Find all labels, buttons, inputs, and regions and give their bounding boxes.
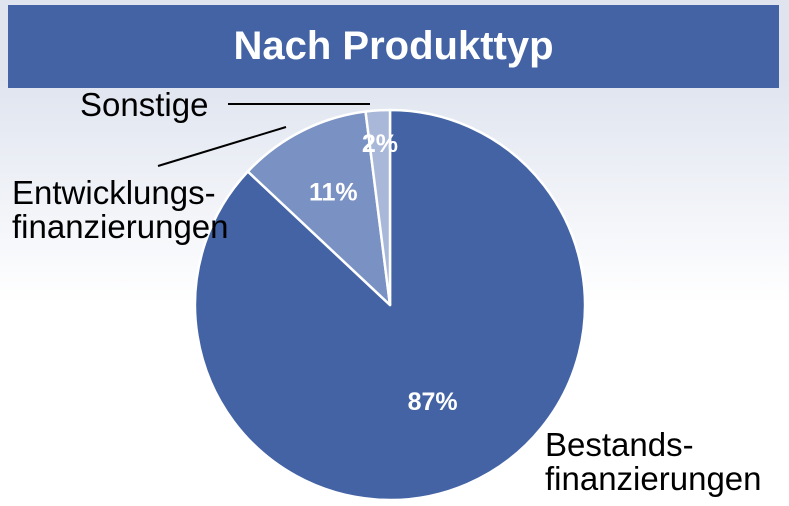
category-label: Entwicklungs- finanzierungen (12, 174, 229, 245)
pie-slice (246, 110, 392, 307)
category-label: Bestands- finanzierungen (545, 426, 762, 497)
leader-line (157, 126, 287, 167)
chart-title: Nach Produkttyp (233, 24, 554, 68)
data-label: 11% (309, 178, 358, 206)
category-label: Sonstige (80, 86, 209, 123)
title-band: Nach Produkttyp (8, 5, 779, 88)
data-label: 87% (408, 388, 458, 416)
pie-slice (364, 108, 392, 307)
data-label: 2% (362, 130, 398, 158)
